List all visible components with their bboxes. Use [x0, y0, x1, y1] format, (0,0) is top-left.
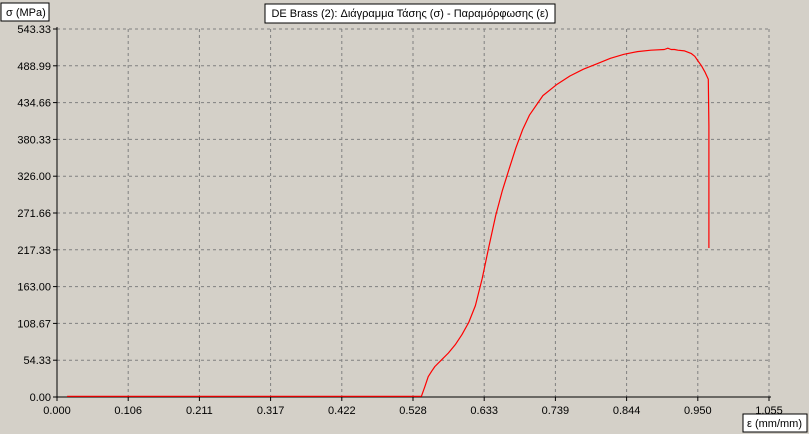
- y-axis-ticks: 0.00 54.33 108.67 163.00 217.33 271.66 326.00 3…: [17, 24, 57, 404]
- x-tick-label: 0.422: [328, 405, 356, 417]
- x-tick-label: 0.950: [684, 405, 712, 417]
- y-tick-label: 108.67: [17, 318, 51, 330]
- series-layer: [67, 47, 710, 397]
- y-tick-label: 326.00: [17, 171, 51, 183]
- y-axis-label: σ (MPa): [6, 7, 46, 19]
- plot-frame: [56, 27, 771, 398]
- x-tick-label: 0.317: [257, 405, 285, 417]
- y-tick-label: 54.33: [23, 355, 51, 367]
- y-tick-label: 434.66: [17, 98, 51, 110]
- chart-title: DE Brass (2): Διάγραμμα Τάσης (σ) - Παρα…: [271, 8, 548, 20]
- x-axis-label-box: [742, 413, 808, 433]
- y-tick-label: 488.99: [17, 61, 51, 73]
- y-axis-label-box: [0, 2, 50, 22]
- y-tick-label: 271.66: [17, 208, 51, 220]
- stress-strain-curve: [67, 47, 710, 397]
- y-tick-label: 163.00: [17, 282, 51, 294]
- x-tick-label: 0.844: [613, 405, 641, 417]
- y-tick-label: 217.33: [17, 245, 51, 257]
- grid-lines: [57, 29, 769, 397]
- x-tick-label: 0.528: [399, 405, 427, 417]
- title-box: [264, 3, 556, 24]
- x-axis-label: ε (mm/mm): [747, 418, 802, 430]
- y-tick-label: 380.33: [17, 134, 51, 146]
- y-tick-label: 0.00: [30, 392, 51, 404]
- y-tick-label: 543.33: [17, 24, 51, 36]
- x-tick-label: 0.211: [186, 405, 213, 417]
- x-tick-label: 0.106: [114, 405, 142, 417]
- x-tick-label: 0.000: [43, 405, 71, 417]
- x-tick-label: 0.633: [470, 405, 498, 417]
- x-tick-label: 0.739: [542, 405, 570, 417]
